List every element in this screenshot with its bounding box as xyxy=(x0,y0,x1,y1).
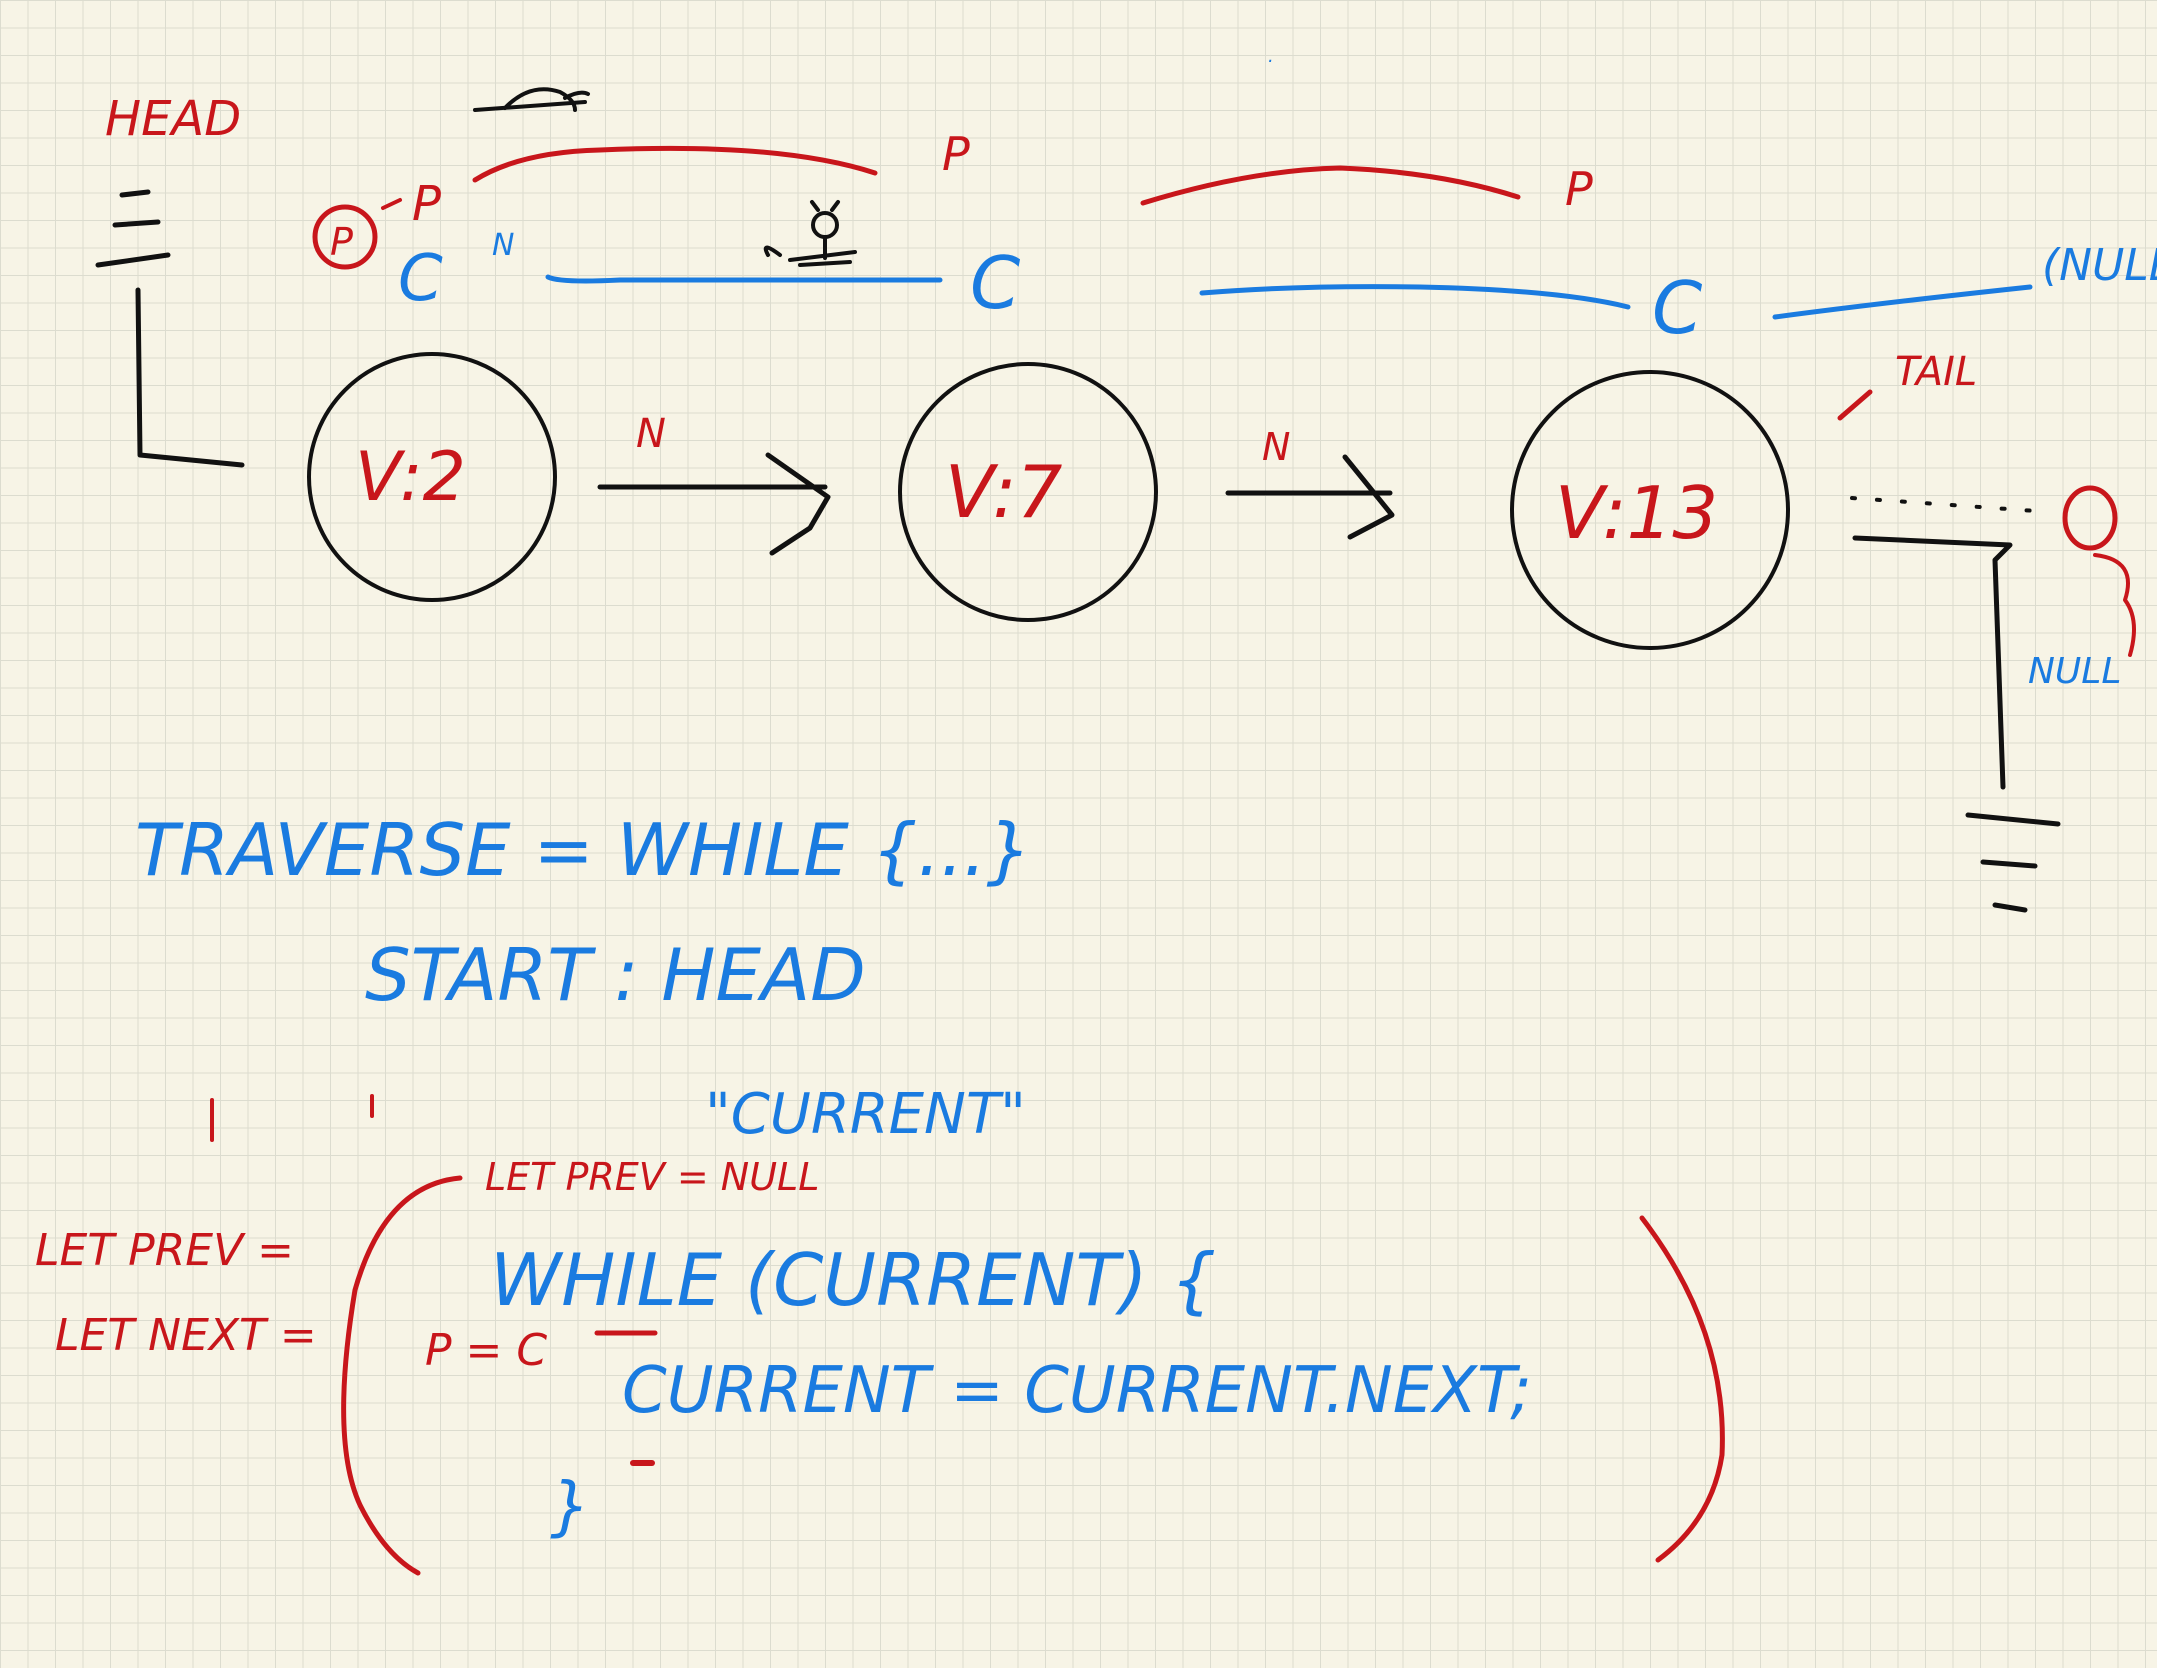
p-equals-c: P = C xyxy=(425,1325,547,1376)
while-line: WHILE (CURRENT) { xyxy=(490,1238,1216,1322)
node-3-label: V:13 xyxy=(1555,471,1718,555)
tail-null-node xyxy=(2062,485,2118,551)
tail-null-squiggle xyxy=(2093,553,2136,657)
tail-dotted-link xyxy=(1850,496,2052,514)
current-track-2 xyxy=(1199,284,1631,310)
turtle-doodle-icon xyxy=(473,87,590,112)
stick-figure-doodle-icon xyxy=(763,200,857,267)
null-right-label: (NULL) xyxy=(2042,240,2157,291)
next-arrow-1 xyxy=(597,452,831,556)
traverse-line: TRAVERSE = WHILE {...} xyxy=(135,808,1032,892)
next-arrow-2 xyxy=(1225,454,1395,540)
prev-circle-marker xyxy=(312,204,378,270)
current-quote: "CURRENT" xyxy=(705,1082,1026,1147)
next-top-label: N xyxy=(492,228,514,263)
top-dot: . xyxy=(1268,46,1274,67)
current-track-3 xyxy=(1772,284,2033,320)
current-label-2: C xyxy=(970,241,1021,325)
node-1: V:2 xyxy=(307,352,557,602)
left-paren xyxy=(341,1175,463,1576)
current-assign: CURRENT = CURRENT.NEXT; xyxy=(622,1354,1532,1428)
node-3-circle xyxy=(1510,370,1790,650)
prev-mark-1: P xyxy=(942,127,970,181)
let-prev: LET PREV = xyxy=(35,1225,294,1276)
prev-mark-2: P xyxy=(1565,162,1593,216)
prev-arc-2 xyxy=(1140,165,1521,206)
prev-circle-label: P xyxy=(330,220,353,264)
node-1-label: V:2 xyxy=(355,438,466,517)
prev-short-label: P xyxy=(412,176,441,232)
tail-ground-symbol xyxy=(1852,535,2061,913)
node-2-label: V:7 xyxy=(945,450,1063,534)
let-next: LET NEXT = xyxy=(55,1310,317,1361)
let-prev-null: LET PREV = NULL xyxy=(485,1155,819,1199)
next-arrow-2-label: N xyxy=(1262,425,1290,469)
tail-pointer-stroke xyxy=(1837,389,1873,421)
prev-dash xyxy=(381,198,402,210)
node-1-circle xyxy=(307,352,557,602)
next-arrow-1-label: N xyxy=(636,411,666,457)
close-brace: } xyxy=(550,1470,591,1544)
start-line: START : HEAD xyxy=(365,933,866,1017)
null-tail-label: NULL xyxy=(2028,651,2121,692)
current-label-3: C xyxy=(1652,266,1703,350)
head-label: HEAD xyxy=(105,91,241,147)
node-3: V:13 xyxy=(1510,370,1790,650)
node-2: V:7 xyxy=(898,362,1158,622)
node-2-circle xyxy=(898,362,1158,622)
head-ground-symbol xyxy=(95,189,245,468)
current-label-1: C xyxy=(398,242,443,316)
tail-label: TAIL xyxy=(1895,349,1977,395)
prev-arc-1 xyxy=(472,145,878,183)
right-paren xyxy=(1639,1215,1725,1563)
current-track-1 xyxy=(545,274,943,284)
